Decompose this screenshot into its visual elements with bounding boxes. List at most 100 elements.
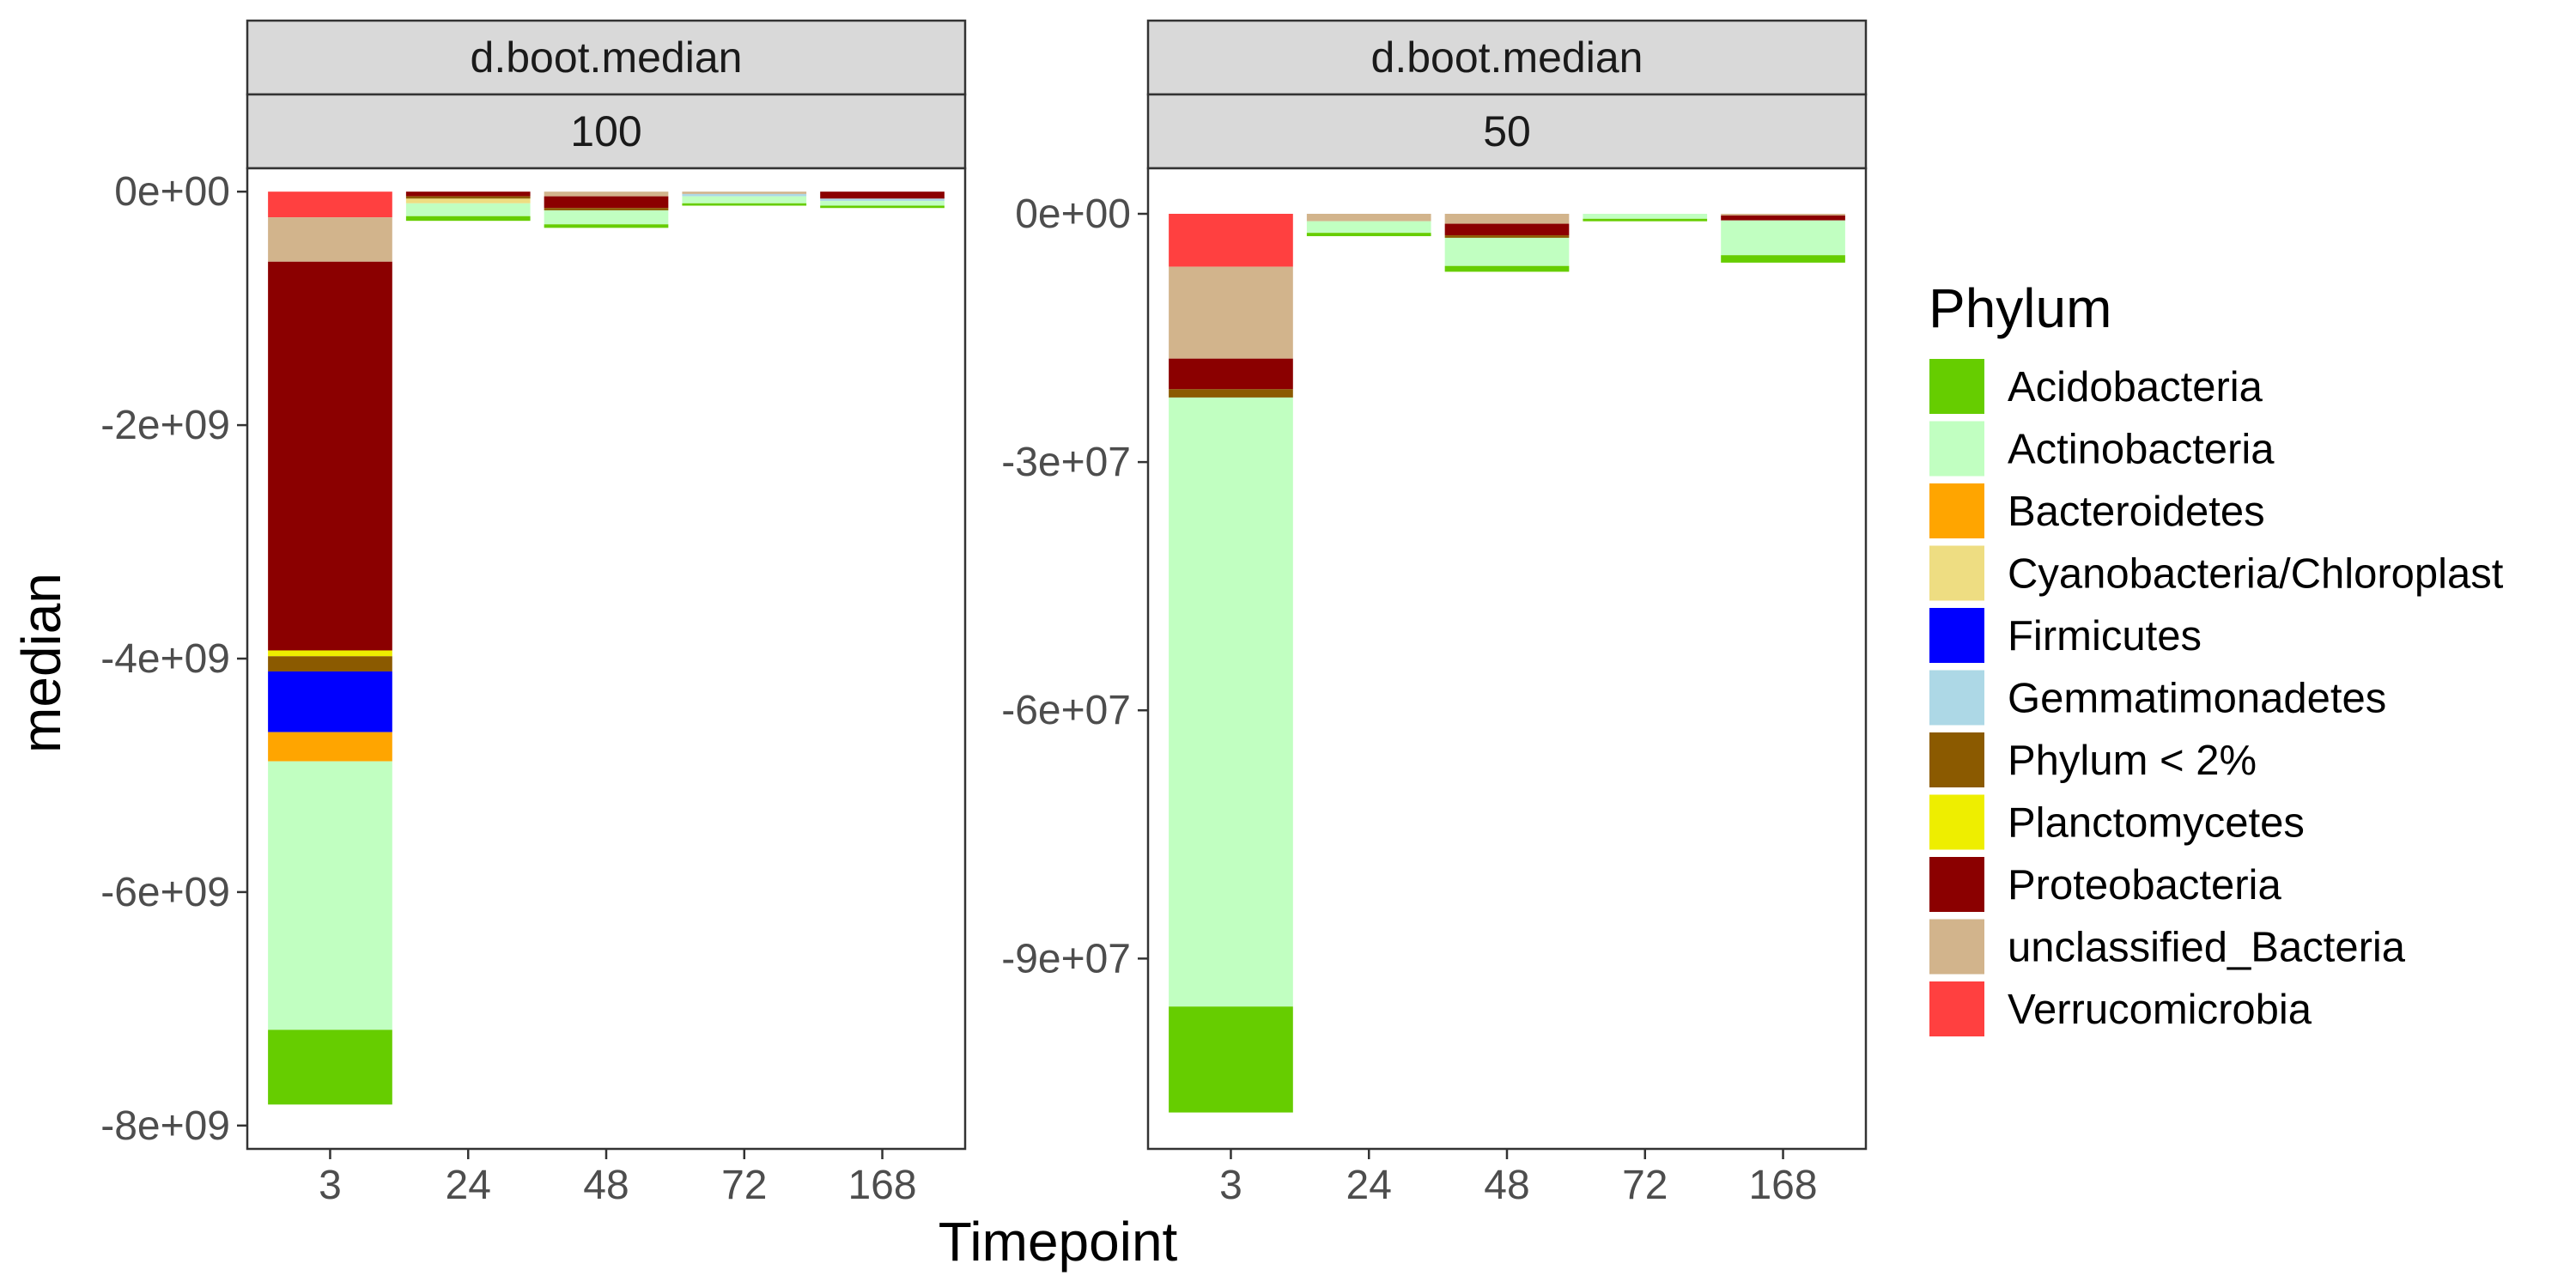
legend-key-swatch bbox=[1928, 668, 1986, 727]
legend-item-acidobacteria: Acidobacteria bbox=[1928, 357, 2263, 416]
legend-key-swatch bbox=[1928, 917, 1986, 976]
bar-segment-proteobacteria-t3 bbox=[268, 261, 392, 651]
bar-segment-actinobacteria-t72 bbox=[682, 196, 807, 204]
legend-key-swatch bbox=[1928, 357, 1986, 416]
y-tick-label: -6e+07 bbox=[1001, 688, 1131, 733]
y-tick-label: -9e+07 bbox=[1001, 936, 1131, 981]
bar-segment-proteobacteria-t3 bbox=[1169, 358, 1293, 390]
legend-label: Phylum < 2% bbox=[2008, 738, 2257, 784]
legend-key-swatch bbox=[1928, 855, 1986, 914]
y-tick-label: 0e+00 bbox=[1015, 191, 1131, 237]
x-tick-label: 24 bbox=[446, 1163, 491, 1208]
bar-segment-unclassified-bacteria-t3 bbox=[268, 217, 392, 262]
bar-segment-actinobacteria-t24 bbox=[405, 203, 531, 216]
legend-label: Verrucomicrobia bbox=[2008, 987, 2312, 1033]
legend-item-proteobacteria: Proteobacteria bbox=[1928, 855, 2281, 914]
bar-segment-unclassified-bacteria-t48 bbox=[1444, 214, 1570, 224]
legend: Phylum Acidobacteria Actinobacteria Bacter… bbox=[1928, 277, 2504, 1038]
bar-segment-actinobacteria-t48 bbox=[1444, 237, 1570, 266]
bar-segment-acidobacteria-t72 bbox=[1583, 218, 1708, 222]
bar-segment-unclassified-bacteria-t168 bbox=[1721, 214, 1845, 216]
legend-item-actinobacteria: Actinobacteria bbox=[1928, 419, 2275, 478]
x-tick-label: 168 bbox=[1748, 1163, 1817, 1208]
x-tick-label: 24 bbox=[1346, 1163, 1392, 1208]
bars bbox=[268, 191, 945, 1105]
legend-key-swatch bbox=[1928, 419, 1986, 478]
bar-segment-proteobacteria-t48 bbox=[1444, 223, 1570, 236]
legend-key-swatch bbox=[1928, 544, 1986, 603]
bar-segment-planctomycetes-t3 bbox=[268, 650, 392, 657]
bar-segment-actinobacteria-t48 bbox=[544, 210, 669, 225]
facet-strip-2-2 bbox=[1146, 93, 1868, 170]
legend-item-verrucomicrobia: Verrucomicrobia bbox=[1928, 980, 2312, 1038]
bar-segment-phylum-2-t48 bbox=[1444, 235, 1570, 238]
bar-segment-phylum-2-t48 bbox=[544, 208, 669, 210]
bar-segment-bacteroidetes-t3 bbox=[268, 732, 392, 762]
legend-label: unclassified_Bacteria bbox=[2008, 925, 2406, 971]
legend-label: Cyanobacteria/Chloroplast bbox=[2008, 551, 2504, 598]
bar-segment-acidobacteria-t3 bbox=[1169, 1006, 1293, 1113]
bar-segment-phylum-2-t3 bbox=[1169, 389, 1293, 398]
facet-strip-label: d.boot.median bbox=[471, 33, 743, 82]
facet-strip-label: d.boot.median bbox=[1371, 33, 1643, 82]
legend-item-firmicutes: Firmicutes bbox=[1928, 606, 2202, 665]
bars bbox=[1169, 214, 1845, 1113]
bar-segment-acidobacteria-t3 bbox=[268, 1030, 392, 1105]
x-axis-title: Timepoint bbox=[939, 1211, 1178, 1273]
x-tick-label: 72 bbox=[721, 1163, 767, 1208]
legend-key-swatch bbox=[1928, 731, 1986, 789]
bar-segment-phylum-2-t3 bbox=[268, 656, 392, 671]
bar-segment-actinobacteria-t3 bbox=[1169, 397, 1293, 1007]
bar-segment-proteobacteria-t168 bbox=[820, 191, 945, 199]
y-tick-label: -8e+09 bbox=[100, 1103, 230, 1149]
bar-segment-acidobacteria-t168 bbox=[1721, 255, 1845, 263]
bar-segment-gemmatimonadetes-t72 bbox=[682, 193, 807, 197]
bar-segment-actinobacteria-t168 bbox=[820, 201, 945, 206]
y-tick-label: 0e+00 bbox=[114, 169, 230, 215]
facet-panel-1: d.boot.median 100 0e+00 -2e+09 -4e+09 -6e+09 -… bbox=[100, 19, 967, 1208]
bar-segment-proteobacteria-t48 bbox=[544, 196, 669, 209]
legend-key-swatch bbox=[1928, 980, 1986, 1038]
legend-label: Proteobacteria bbox=[2008, 862, 2281, 908]
bar-segment-verrucomicrobia-t3 bbox=[1169, 214, 1293, 267]
bar-segment-actinobacteria-t3 bbox=[268, 761, 392, 1030]
y-tick-label: -6e+09 bbox=[100, 870, 230, 915]
facet-strip-1-1 bbox=[246, 19, 967, 96]
y-tick-label: -2e+09 bbox=[100, 403, 230, 448]
bar-segment-acidobacteria-t48 bbox=[544, 224, 669, 228]
bar-segment-cyanobacteria-chloroplast-t24 bbox=[405, 198, 531, 204]
facet-strip-label: 100 bbox=[570, 107, 641, 155]
legend-label: Gemmatimonadetes bbox=[2008, 676, 2386, 722]
legend-item-phylum-2: Phylum < 2% bbox=[1928, 731, 2257, 789]
bar-segment-unclassified-bacteria-t3 bbox=[1169, 266, 1293, 359]
bar-segment-gemmatimonadetes-t168 bbox=[820, 198, 945, 202]
legend-title: Phylum bbox=[1929, 277, 2111, 339]
bar-segment-firmicutes-t3 bbox=[268, 671, 392, 732]
facet-panels: d.boot.median 100 0e+00 -2e+09 -4e+09 -6e+09 -… bbox=[100, 19, 1868, 1208]
y-tick-label: -3e+07 bbox=[1001, 440, 1131, 485]
legend-key-swatch bbox=[1928, 793, 1986, 852]
bar-segment-actinobacteria-t168 bbox=[1721, 220, 1845, 256]
legend-label: Planctomycetes bbox=[2008, 800, 2305, 847]
facet-strip-1-2 bbox=[246, 93, 967, 170]
facet-strip-label: 50 bbox=[1483, 107, 1531, 155]
legend-label: Acidobacteria bbox=[2008, 364, 2263, 410]
bar-segment-acidobacteria-t24 bbox=[1306, 233, 1431, 237]
y-tick-label: -4e+09 bbox=[100, 636, 230, 682]
legend-label: Actinobacteria bbox=[2008, 427, 2275, 473]
legend-item-bacteroidetes: Bacteroidetes bbox=[1928, 482, 2265, 540]
legend-item-unclassified-bacteria: unclassified_Bacteria bbox=[1928, 917, 2406, 976]
x-tick-label: 48 bbox=[1484, 1163, 1529, 1208]
legend-item-cyanobacteria-chloroplast: Cyanobacteria/Chloroplast bbox=[1928, 544, 2504, 603]
bar-segment-proteobacteria-t24 bbox=[405, 191, 531, 197]
bar-segment-acidobacteria-t48 bbox=[1444, 265, 1570, 272]
bar-segment-acidobacteria-t168 bbox=[820, 205, 945, 209]
legend-label: Firmicutes bbox=[2008, 613, 2202, 659]
bar-segment-actinobacteria-t24 bbox=[1306, 221, 1431, 234]
legend-label: Bacteroidetes bbox=[2008, 489, 2265, 535]
legend-key-swatch bbox=[1928, 606, 1986, 665]
bar-segment-actinobacteria-t72 bbox=[1583, 214, 1708, 219]
legend-item-gemmatimonadetes: Gemmatimonadetes bbox=[1928, 668, 2386, 727]
bar-segment-acidobacteria-t72 bbox=[682, 203, 807, 206]
